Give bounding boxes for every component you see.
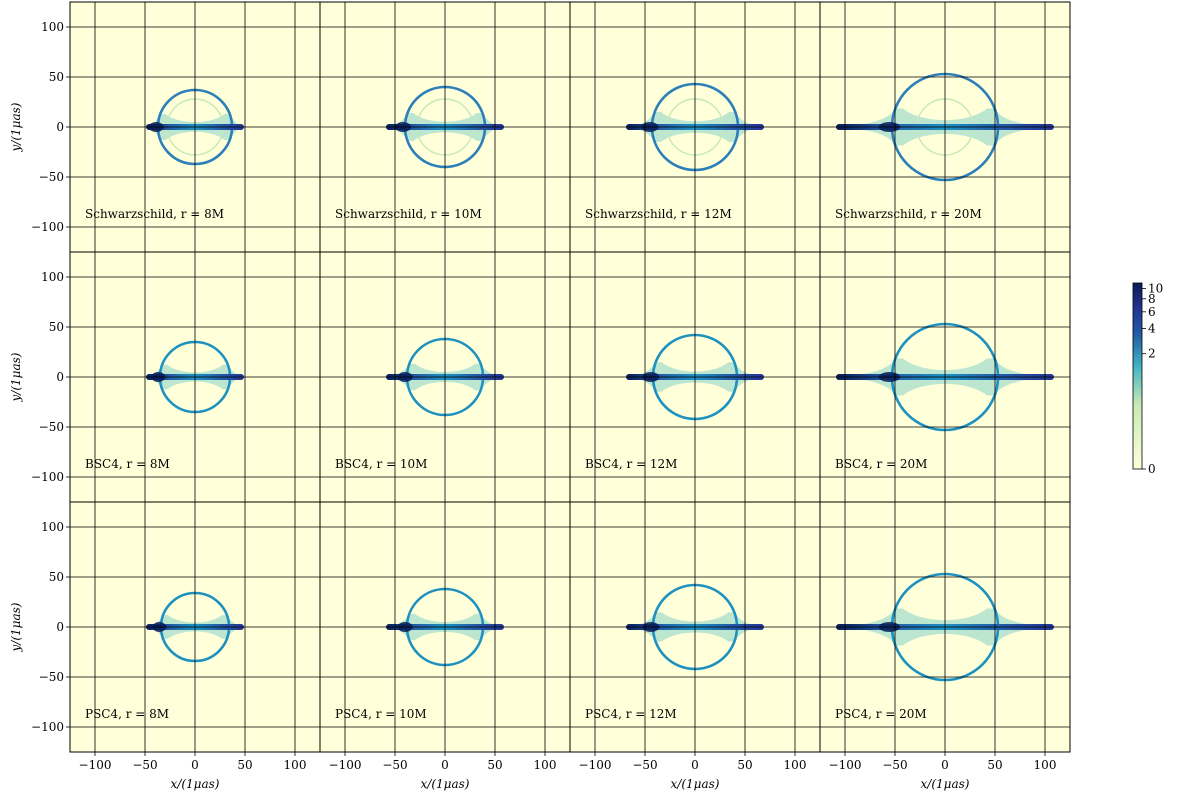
panel-label: Schwarzschild, r = 20M: [835, 207, 982, 221]
xtick-label: 50: [987, 758, 1002, 772]
panel-label: PSC4, r = 12M: [585, 707, 677, 721]
panel-1-1: BSC4, r = 10M: [319, 251, 571, 503]
xtick-label: −100: [79, 758, 112, 772]
panel-label: BSC4, r = 10M: [335, 457, 427, 471]
ytick-label: 100: [41, 20, 64, 34]
ytick-label: −100: [31, 720, 64, 734]
colorbar-tick-label: 8: [1148, 292, 1156, 306]
ytick-label: −50: [39, 420, 64, 434]
xtick-label: −50: [382, 758, 407, 772]
xtick-label: 0: [941, 758, 949, 772]
xtick-label: 0: [441, 758, 449, 772]
colorbar-tick-label: 10: [1148, 282, 1163, 296]
xtick-label: −100: [329, 758, 362, 772]
xtick-label: 100: [284, 758, 307, 772]
xtick-label: −100: [579, 758, 612, 772]
xtick-label: 0: [691, 758, 699, 772]
xlabel: x/(1μas): [671, 777, 720, 791]
ylabel: y/(1μas): [9, 102, 23, 152]
colorbar-gradient: [1132, 282, 1143, 470]
ylabel: y/(1μas): [9, 602, 23, 652]
panel-0-3: Schwarzschild, r = 20M: [819, 1, 1071, 253]
colorbar-tick-label: 0: [1148, 462, 1156, 476]
ytick-label: 100: [41, 520, 64, 534]
xtick-label: 100: [784, 758, 807, 772]
panel-grid: Schwarzschild, r = 8M−100−50050100Schwar…: [31, 1, 1071, 772]
xtick-label: −50: [882, 758, 907, 772]
ytick-label: −100: [31, 470, 64, 484]
xlabel: x/(1μas): [921, 777, 970, 791]
xtick-label: 0: [191, 758, 199, 772]
ytick-label: 50: [49, 320, 64, 334]
colorbar-tick-label: 2: [1148, 347, 1156, 361]
panel-0-0: Schwarzschild, r = 8M −100 −50 0 50 100: [31, 1, 321, 253]
panel-0-1: Schwarzschild, r = 10M: [319, 1, 571, 253]
ytick-label: 0: [56, 120, 64, 134]
panel-label: BSC4, r = 20M: [835, 457, 927, 471]
ylabel: y/(1μas): [9, 352, 23, 402]
panel-2-2: PSC4, r = 12M −100 −50 0 50 100: [569, 501, 821, 772]
panel-label: Schwarzschild, r = 10M: [335, 207, 482, 221]
ytick-label: −100: [31, 220, 64, 234]
panel-0-2: Schwarzschild, r = 12M: [569, 1, 821, 253]
panel-2-0: PSC4, r = 8M −100 −50 0 50 100 −100 −50 0 50 100: [31, 501, 321, 772]
y-axis-labels: y/(1μas) y/(1μas) y/(1μas): [9, 102, 23, 652]
panel-label: BSC4, r = 12M: [585, 457, 677, 471]
xtick-label: 100: [1034, 758, 1057, 772]
x-axis-labels: x/(1μas) x/(1μas) x/(1μas) x/(1μas): [171, 777, 970, 791]
xtick-label: 50: [237, 758, 252, 772]
panel-1-3: BSC4, r = 20M: [819, 251, 1071, 503]
panel-2-1: PSC4, r = 10M −100 −50 0 50 100: [319, 501, 571, 772]
xtick-label: 50: [487, 758, 502, 772]
panel-label: PSC4, r = 8M: [85, 707, 169, 721]
panel-2-3: PSC4, r = 20M −100 −50 0 50 100: [819, 501, 1071, 772]
panel-label: BSC4, r = 8M: [85, 457, 170, 471]
panel-label: Schwarzschild, r = 12M: [585, 207, 732, 221]
ytick-label: 50: [49, 570, 64, 584]
ytick-label: 0: [56, 370, 64, 384]
xtick-label: 50: [737, 758, 752, 772]
ytick-label: 100: [41, 270, 64, 284]
ytick-label: −50: [39, 670, 64, 684]
xtick-label: −50: [632, 758, 657, 772]
ytick-label: 50: [49, 70, 64, 84]
ytick-label: −50: [39, 170, 64, 184]
xtick-label: −50: [132, 758, 157, 772]
ytick-label: 0: [56, 620, 64, 634]
xlabel: x/(1μas): [421, 777, 470, 791]
panel-label: Schwarzschild, r = 8M: [85, 207, 224, 221]
xtick-label: −100: [829, 758, 862, 772]
panel-label: PSC4, r = 20M: [835, 707, 927, 721]
panel-1-2: BSC4, r = 12M: [569, 251, 821, 503]
panel-1-0: BSC4, r = 8M −100 −50 0 50 100: [31, 251, 321, 503]
xlabel: x/(1μas): [171, 777, 220, 791]
xtick-label: 100: [534, 758, 557, 772]
colorbar-tick-label: 4: [1148, 322, 1156, 336]
colorbar-tick-label: 6: [1148, 305, 1156, 319]
panel-label: PSC4, r = 10M: [335, 707, 427, 721]
